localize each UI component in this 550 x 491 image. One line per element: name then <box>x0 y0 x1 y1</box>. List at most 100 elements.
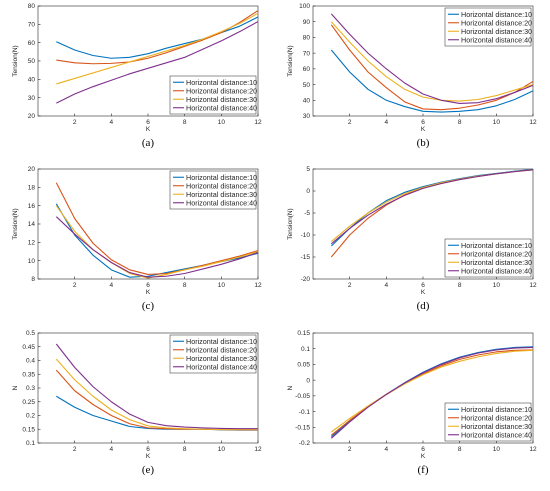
chart-panel-b: 2 4 6 8 10 12 30 40 50 60 70 80 90 100 K Tension(N) Hori… <box>287 3 537 149</box>
x-tick-label: 4 <box>110 446 114 453</box>
y-tick-label: 80 <box>28 3 36 10</box>
y-tick-label: 80 <box>303 35 311 42</box>
y-tick-label: 0.4 <box>26 358 35 365</box>
x-tick-label: 8 <box>458 119 462 126</box>
y-tick-label: 40 <box>303 97 311 104</box>
y-tick-label: 0.25 <box>22 399 35 406</box>
x-axis-label: K <box>421 289 426 296</box>
chart-panel-c: 2 4 6 8 10 12 8 10 12 14 16 18 20 K Tension(N) Horizont… <box>12 166 262 312</box>
x-tick-label: 12 <box>529 446 537 453</box>
x-tick-label: 6 <box>421 446 425 453</box>
legend-entry-label: Horizontal distance:10 <box>186 173 257 182</box>
y-axis-label: Tension(N) <box>287 45 294 76</box>
y-tick-label: 0 <box>306 188 310 195</box>
x-tick-label: 12 <box>254 446 262 453</box>
legend-entry-label: Horizontal distance:40 <box>186 198 257 207</box>
legend-entry-label: Horizontal distance:30 <box>186 190 257 199</box>
legend-entry-label: Horizontal distance:20 <box>461 413 532 422</box>
legend-box <box>444 402 532 442</box>
y-tick-label: 20 <box>28 166 36 173</box>
legend-entry-label: Horizontal distance:10 <box>186 337 257 346</box>
legend-entry-label: Horizontal distance:30 <box>186 354 257 363</box>
y-tick-label: 5 <box>306 166 310 173</box>
y-tick-label: 0.5 <box>26 330 35 337</box>
y-axis-label: N <box>287 385 294 390</box>
x-tick-label: 6 <box>421 119 425 126</box>
x-tick-label: 12 <box>254 119 262 126</box>
series-line-4 <box>330 169 534 245</box>
y-axis-label: Tension(N) <box>287 208 294 239</box>
x-tick-label: 4 <box>385 282 389 289</box>
x-tick-label: 8 <box>458 282 462 289</box>
x-tick-label: 10 <box>218 446 226 453</box>
x-tick-label: 8 <box>458 446 462 453</box>
y-tick-label: 20 <box>28 113 36 120</box>
chart-panel-d: 2 4 6 8 10 12 -20 -15 -10 -5 0 5 K Tension(N) Horizont… <box>287 166 537 312</box>
y-tick-label: 8 <box>31 276 35 283</box>
x-tick-label: 2 <box>73 282 77 289</box>
x-tick-label: 6 <box>421 282 425 289</box>
panel-caption: (d) <box>417 300 430 312</box>
x-tick-label: 10 <box>218 119 226 126</box>
x-tick-label: 6 <box>146 282 150 289</box>
x-tick-label: 6 <box>146 446 150 453</box>
x-axis-label: K <box>146 126 151 133</box>
series-line-3 <box>56 12 259 85</box>
panel-caption: (c) <box>142 300 155 312</box>
y-axis-label: N <box>12 385 19 390</box>
y-tick-label: 60 <box>303 66 311 73</box>
y-tick-label: 18 <box>28 185 36 192</box>
y-tick-label: 90 <box>303 19 311 26</box>
legend-entry-label: Horizontal distance:30 <box>186 95 257 104</box>
panel-caption: (a) <box>142 137 155 149</box>
y-tick-label: 14 <box>28 221 36 228</box>
series-line-1 <box>330 49 534 113</box>
x-tick-label: 12 <box>254 282 262 289</box>
x-tick-label: 10 <box>493 446 501 453</box>
legend-entry-label: Horizontal distance:30 <box>461 258 532 267</box>
legend-box <box>444 7 532 47</box>
x-tick-label: 8 <box>183 446 187 453</box>
series-line-3 <box>330 21 534 102</box>
series-line-3 <box>331 349 534 433</box>
y-tick-label: -0.2 <box>299 440 311 447</box>
chart-panel-e: 2 4 6 8 10 12 0.1 0.15 0.2 0.25 0.3 0.35 0.4 0.45 0.5 K… <box>12 330 262 476</box>
y-tick-label: 0.45 <box>22 344 35 351</box>
y-tick-label: -0.05 <box>295 393 310 400</box>
y-tick-label: 0.2 <box>26 413 35 420</box>
legend-box <box>169 334 257 374</box>
y-tick-label: -0.1 <box>299 409 311 416</box>
x-tick-label: 4 <box>385 446 389 453</box>
legend-box <box>169 75 257 115</box>
legend-entry-label: Horizontal distance:20 <box>186 86 257 95</box>
y-tick-label: 30 <box>303 113 311 120</box>
y-tick-label: -10 <box>301 232 311 239</box>
y-tick-label: 100 <box>299 3 310 10</box>
x-tick-label: 8 <box>183 282 187 289</box>
x-tick-label: 10 <box>218 282 226 289</box>
x-tick-label: 8 <box>183 119 187 126</box>
legend-box <box>444 238 532 278</box>
legend-entry-label: Horizontal distance:20 <box>461 18 532 27</box>
legend-entry-label: Horizontal distance:40 <box>186 362 257 371</box>
series-line-4 <box>56 21 259 104</box>
y-tick-label: 60 <box>28 40 36 47</box>
x-axis-label: K <box>421 126 426 133</box>
y-tick-label: -15 <box>301 254 311 261</box>
x-tick-label: 6 <box>146 119 150 126</box>
chart-panel-f: 2 4 6 8 10 12 -0.2 -0.15 -0.1 -0.05 0 0.05 0.1 0.15 K N… <box>287 330 537 476</box>
y-tick-label: 70 <box>28 22 36 29</box>
y-axis-label: Tension(N) <box>12 208 19 239</box>
y-tick-label: 16 <box>28 203 36 210</box>
legend-entry-label: Horizontal distance:30 <box>461 422 532 431</box>
y-tick-label: 0.05 <box>297 362 310 369</box>
y-tick-label: 0.1 <box>26 440 35 447</box>
x-tick-label: 12 <box>529 282 537 289</box>
y-tick-label: 50 <box>303 82 311 89</box>
x-tick-label: 2 <box>348 446 352 453</box>
series-line-4 <box>55 216 259 278</box>
x-tick-label: 10 <box>493 119 501 126</box>
y-tick-label: 0.1 <box>301 346 310 353</box>
legend-entry-label: Horizontal distance:40 <box>461 35 532 44</box>
